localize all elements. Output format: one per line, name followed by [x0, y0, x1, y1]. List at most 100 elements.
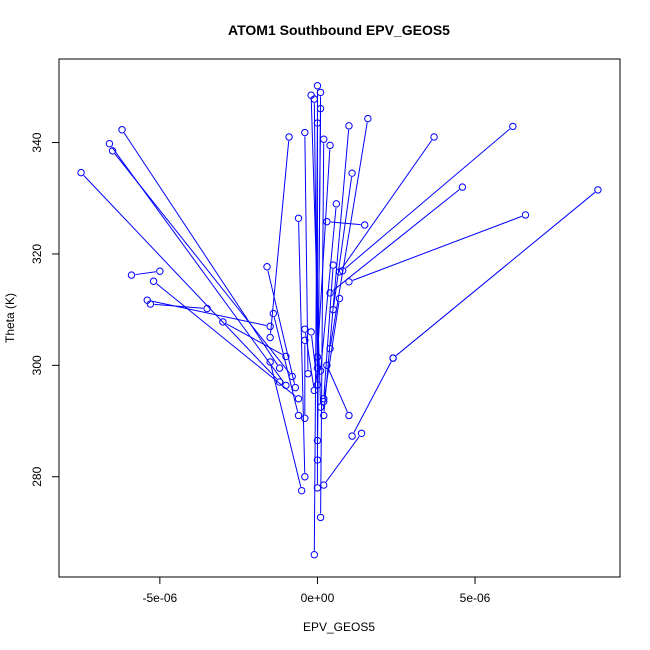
data-point [335, 268, 344, 276]
y-tick-label: 280 [30, 466, 44, 486]
series-segment [328, 368, 348, 413]
x-tick-label: 5e-06 [460, 591, 491, 605]
data-point [291, 383, 300, 392]
data-point [320, 411, 328, 420]
data-point [320, 397, 328, 406]
data-point [297, 486, 306, 495]
data-point [521, 211, 530, 219]
data-point [105, 139, 114, 148]
series-segment [330, 122, 368, 345]
data-point [329, 261, 337, 269]
data-point [364, 114, 372, 123]
data-point [219, 318, 227, 326]
data-point [430, 133, 438, 141]
data-point [357, 429, 366, 437]
x-axis-label: EPV_GEOS5 [303, 620, 375, 634]
chart-title: ATOM1 Southbound EPV_GEOS5 [228, 22, 450, 38]
series-segment [151, 300, 267, 327]
series-segment [317, 149, 331, 354]
series-segment [154, 303, 204, 309]
series-points [77, 82, 602, 559]
series-segment [226, 323, 283, 355]
data-point [316, 367, 325, 375]
series-segment [156, 283, 296, 397]
data-point [348, 169, 356, 177]
data-point [313, 119, 322, 127]
data-point [345, 411, 353, 420]
y-tick-label: 320 [30, 244, 44, 264]
series-segment [333, 177, 353, 306]
data-point [338, 266, 347, 275]
y-tick-label: 300 [30, 355, 44, 375]
data-point [288, 372, 296, 381]
data-point [316, 104, 325, 113]
data-point [320, 135, 328, 143]
series-segment [270, 365, 302, 487]
series-segment [313, 103, 318, 365]
data-point [313, 436, 322, 445]
data-point [313, 381, 322, 389]
data-point [203, 304, 211, 313]
data-point [320, 481, 328, 489]
data-point [127, 271, 136, 279]
data-point [294, 411, 303, 420]
x-axis: -5e-06 0e+00 5e-06 [143, 577, 491, 605]
series-segment [353, 361, 392, 433]
series-segment [123, 132, 278, 366]
data-point [275, 378, 284, 386]
data-point [458, 183, 467, 191]
data-point [266, 322, 274, 331]
series-segment [111, 146, 284, 383]
series-segment [298, 222, 306, 473]
data-point [77, 168, 85, 177]
series-segment [325, 436, 360, 483]
series-segment [313, 127, 318, 551]
x-tick-label: 0e+00 [301, 591, 335, 605]
data-point [326, 344, 334, 353]
data-point [146, 300, 155, 308]
series-segment [341, 139, 433, 269]
data-point [282, 352, 290, 361]
data-point [326, 289, 334, 297]
data-point [301, 325, 309, 333]
data-point [316, 403, 325, 411]
series-segment [320, 143, 325, 514]
data-point [509, 122, 517, 131]
data-point [345, 278, 353, 286]
data-point [294, 395, 303, 403]
data-point [326, 141, 334, 150]
data-point [345, 122, 353, 130]
series-segment [304, 333, 315, 387]
data-point [108, 147, 117, 155]
series-segment [83, 175, 278, 380]
series-lines [83, 89, 596, 551]
series-segment [320, 207, 337, 367]
data-point [149, 277, 158, 285]
data-point [275, 364, 284, 372]
data-point [156, 267, 164, 275]
data-point [316, 513, 325, 522]
data-point [269, 309, 278, 318]
data-point [266, 333, 274, 342]
data-point [361, 221, 369, 229]
series-segment [273, 317, 299, 412]
plot-frame [58, 58, 621, 578]
data-point [310, 386, 318, 395]
data-point [329, 305, 337, 314]
y-axis: 280 300 320 340 [30, 132, 59, 487]
data-point [335, 294, 344, 303]
series-segment [323, 302, 340, 398]
series-segment [352, 215, 522, 281]
series-segment [330, 221, 361, 226]
data-point [348, 432, 356, 440]
data-point [118, 126, 126, 134]
series-segment [270, 140, 290, 334]
data-point [285, 133, 293, 141]
data-point [313, 484, 322, 492]
data-point [389, 354, 397, 362]
series-segment [316, 112, 322, 437]
data-point [323, 361, 331, 370]
y-axis-label: Theta (K) [3, 293, 17, 343]
data-point [263, 263, 271, 271]
data-point [332, 200, 341, 208]
